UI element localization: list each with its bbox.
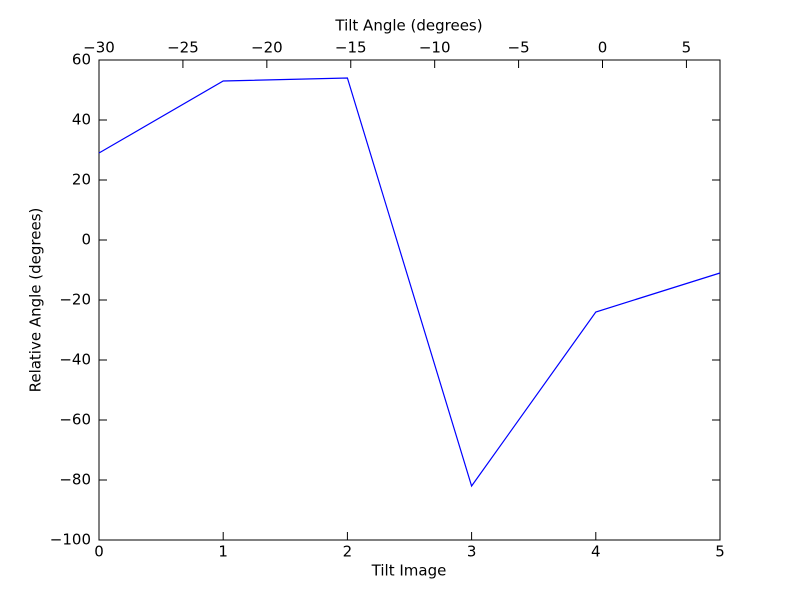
x-tick-label: 5 xyxy=(715,543,725,561)
x2-axis-label: Tilt Angle (degrees) xyxy=(334,17,482,35)
x-tick-label: 4 xyxy=(591,543,601,561)
y-tick-label: 0 xyxy=(81,231,91,249)
x-tick-label: 2 xyxy=(343,543,353,561)
x2-tick-label: 5 xyxy=(682,39,692,57)
y-tick-label: 60 xyxy=(72,51,91,69)
x2-tick-label: −25 xyxy=(167,39,199,57)
y-tick-label: −40 xyxy=(59,351,91,369)
data-line xyxy=(98,77,721,488)
y-tick-label: −80 xyxy=(59,471,91,489)
y-tick-label: 40 xyxy=(72,111,91,129)
x2-tick-label: −10 xyxy=(419,39,451,57)
x2-tick-label: 0 xyxy=(598,39,608,57)
x2-tick-label: −20 xyxy=(251,39,283,57)
y-axis-label: Relative Angle (degrees) xyxy=(27,208,45,393)
y-tick-label: −60 xyxy=(59,411,91,429)
x2-tick-label: −30 xyxy=(83,39,115,57)
x2-tick-label: −5 xyxy=(508,39,530,57)
plot-frame xyxy=(98,59,721,541)
y-tick-label: 20 xyxy=(72,171,91,189)
y-tick-label: −100 xyxy=(50,531,91,549)
y-tick-label: −20 xyxy=(59,291,91,309)
x2-tick-label: −15 xyxy=(335,39,367,57)
x-axis-label: Tilt Image xyxy=(371,562,447,580)
x-tick-label: 0 xyxy=(94,543,104,561)
x-tick-label: 3 xyxy=(467,543,477,561)
x-tick-label: 1 xyxy=(218,543,228,561)
